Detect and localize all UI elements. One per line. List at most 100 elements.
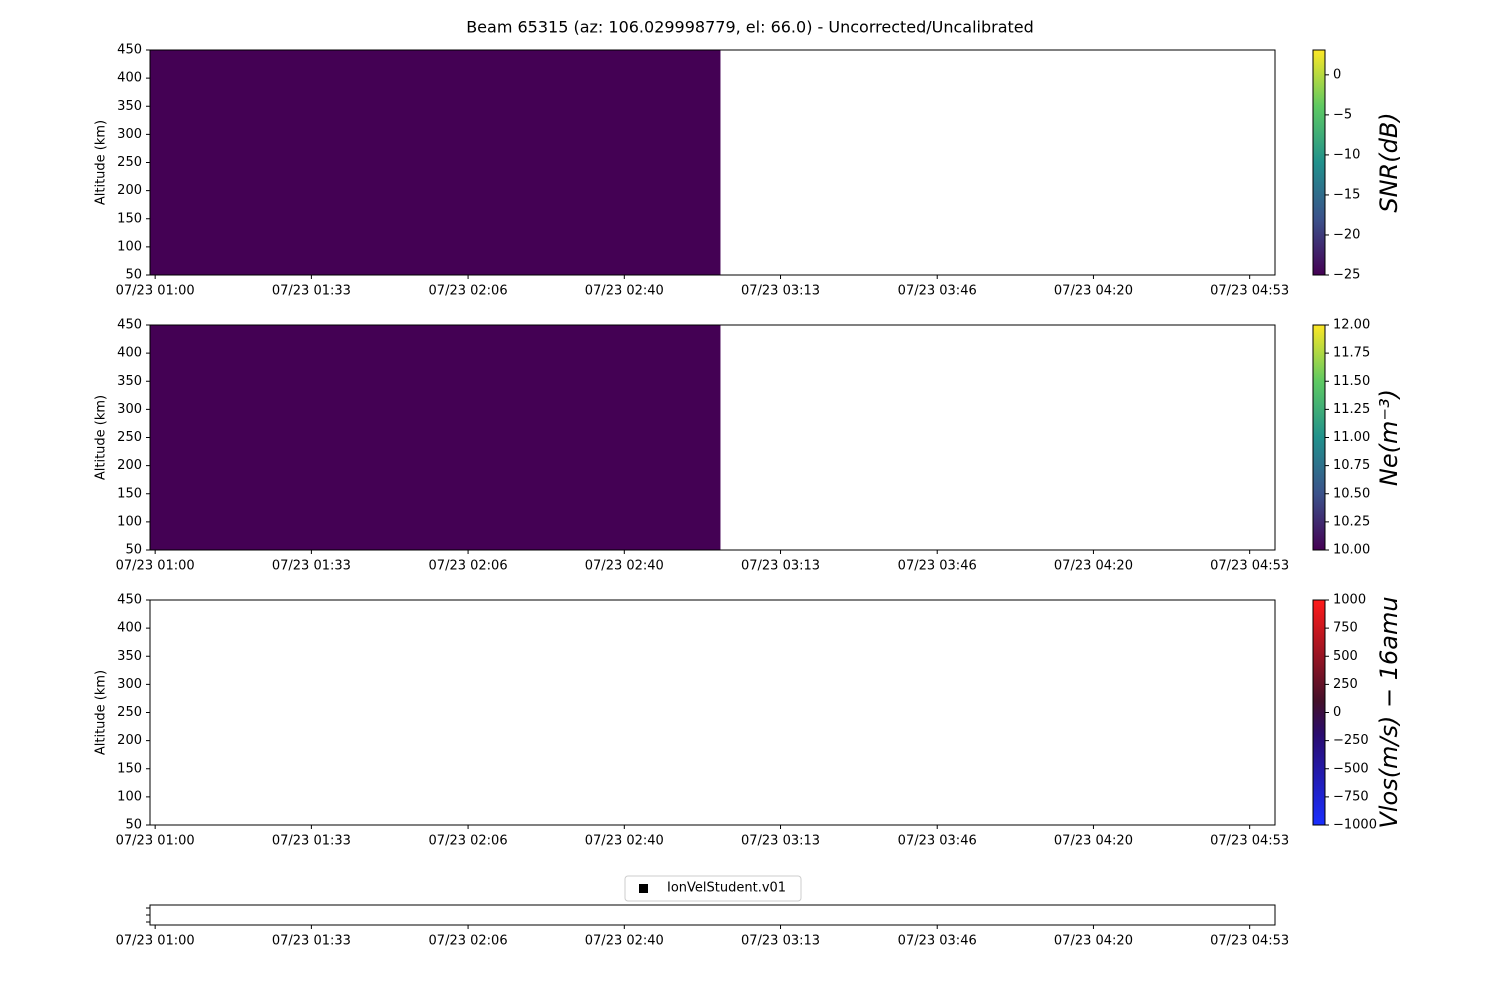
colorbar-tick-label: −10 <box>1333 147 1360 162</box>
y-axis-label: Altitude (km) <box>94 120 109 205</box>
colorbar-tick-label: 11.00 <box>1333 430 1370 445</box>
x-tick-label: 07/23 02:40 <box>585 559 664 574</box>
y-tick-label: 150 <box>117 486 142 501</box>
y-tick-label: 450 <box>117 318 142 333</box>
y-tick-label: 400 <box>117 346 142 361</box>
x-tick-label: 07/23 02:06 <box>429 284 508 299</box>
colorbar-tick-label: 1000 <box>1333 593 1366 608</box>
y-tick-label: 100 <box>117 514 142 529</box>
colorbar-tick-label: −15 <box>1333 187 1360 202</box>
colorbar-tick-label: −750 <box>1333 789 1369 804</box>
x-tick-label: 07/23 02:40 <box>585 934 664 949</box>
colorbar-tick-label: −5 <box>1333 107 1352 122</box>
colorbar-tick-label: 12.00 <box>1333 318 1370 333</box>
x-tick-label: 07/23 02:40 <box>585 834 664 849</box>
x-tick-label: 07/23 04:53 <box>1210 559 1289 574</box>
legend-marker <box>639 884 648 893</box>
x-tick-label: 07/23 02:06 <box>429 834 508 849</box>
x-tick-label: 07/23 01:00 <box>116 934 195 949</box>
axes-frame <box>149 904 1276 926</box>
y-tick-label: 100 <box>117 789 142 804</box>
x-tick-label: 07/23 04:20 <box>1054 834 1133 849</box>
y-tick-label: 100 <box>117 239 142 254</box>
y-tick-label: 150 <box>117 761 142 776</box>
colorbar <box>1312 49 1326 276</box>
x-tick-label: 07/23 03:13 <box>741 559 820 574</box>
heatmap-cell <box>150 325 721 550</box>
axes-frame <box>149 324 1276 551</box>
colorbar-tick-label: −1000 <box>1333 818 1377 833</box>
y-tick-label: 300 <box>117 127 142 142</box>
y-tick-label: 450 <box>117 43 142 58</box>
colorbar-tick-label: −250 <box>1333 733 1369 748</box>
x-tick-label: 07/23 03:13 <box>741 834 820 849</box>
axes-frame <box>149 599 1276 826</box>
colorbar-tick-label: 11.75 <box>1333 346 1370 361</box>
y-tick-label: 200 <box>117 458 142 473</box>
x-tick-label: 07/23 02:06 <box>429 559 508 574</box>
x-tick-label: 07/23 04:20 <box>1054 934 1133 949</box>
x-tick-label: 07/23 03:46 <box>898 834 977 849</box>
colorbar-label: Ne(m⁻³) <box>1375 389 1403 486</box>
colorbar-tick-label: 10.25 <box>1333 514 1370 529</box>
y-tick-label: 350 <box>117 649 142 664</box>
figure-title: Beam 65315 (az: 106.029998779, el: 66.0)… <box>466 18 1034 37</box>
colorbar-tick-label: 11.25 <box>1333 402 1370 417</box>
colorbar-tick-label: 0 <box>1333 705 1341 720</box>
x-tick-label: 07/23 01:33 <box>272 934 351 949</box>
x-tick-label: 07/23 02:06 <box>429 934 508 949</box>
y-tick-label: 250 <box>117 155 142 170</box>
x-tick-label: 07/23 02:40 <box>585 284 664 299</box>
y-tick-label: 150 <box>117 211 142 226</box>
x-tick-label: 07/23 04:20 <box>1054 559 1133 574</box>
y-tick-label: 200 <box>117 183 142 198</box>
axes-frame <box>149 49 1276 276</box>
colorbar-tick-label: 500 <box>1333 649 1358 664</box>
colorbar-label: Vlos(m/s) − 16amu <box>1375 596 1403 828</box>
x-tick-label: 07/23 01:00 <box>116 559 195 574</box>
y-tick-label: 200 <box>117 733 142 748</box>
colorbar-tick-label: −25 <box>1333 268 1360 283</box>
x-tick-label: 07/23 03:46 <box>898 559 977 574</box>
y-axis-label: Altitude (km) <box>94 670 109 755</box>
colorbar-tick-label: 0 <box>1333 67 1341 82</box>
x-tick-label: 07/23 04:20 <box>1054 284 1133 299</box>
x-tick-label: 07/23 01:00 <box>116 834 195 849</box>
y-tick-label: 450 <box>117 593 142 608</box>
x-tick-label: 07/23 04:53 <box>1210 834 1289 849</box>
colorbar-tick-label: 750 <box>1333 621 1358 636</box>
x-tick-label: 07/23 04:53 <box>1210 934 1289 949</box>
y-tick-label: 250 <box>117 705 142 720</box>
y-tick-label: 250 <box>117 430 142 445</box>
x-tick-label: 07/23 01:33 <box>272 559 351 574</box>
y-axis-label: Altitude (km) <box>94 395 109 480</box>
colorbar-tick-label: 10.75 <box>1333 458 1370 473</box>
heatmap-cell <box>150 50 721 275</box>
x-tick-label: 07/23 03:13 <box>741 284 820 299</box>
y-tick-label: 50 <box>125 268 142 283</box>
colorbar <box>1312 324 1326 551</box>
y-tick-label: 400 <box>117 621 142 636</box>
colorbar-tick-label: −20 <box>1333 227 1360 242</box>
y-tick-label: 400 <box>117 71 142 86</box>
y-tick-label: 50 <box>125 818 142 833</box>
colorbar-tick-label: −500 <box>1333 761 1369 776</box>
x-tick-label: 07/23 03:46 <box>898 934 977 949</box>
y-tick-label: 350 <box>117 374 142 389</box>
y-tick-label: 50 <box>125 543 142 558</box>
colorbar <box>1312 599 1326 826</box>
x-tick-label: 07/23 01:33 <box>272 834 351 849</box>
y-tick-label: 300 <box>117 402 142 417</box>
colorbar-tick-label: 10.00 <box>1333 543 1370 558</box>
legend-box <box>624 875 802 902</box>
x-tick-label: 07/23 04:53 <box>1210 284 1289 299</box>
colorbar-tick-label: 10.50 <box>1333 486 1370 501</box>
x-tick-label: 07/23 01:33 <box>272 284 351 299</box>
y-tick-label: 300 <box>117 677 142 692</box>
legend-label: IonVelStudent.v01 <box>667 881 786 896</box>
colorbar-tick-label: 11.50 <box>1333 374 1370 389</box>
x-tick-label: 07/23 03:46 <box>898 284 977 299</box>
colorbar-label: SNR(dB) <box>1375 112 1403 212</box>
y-tick-label: 350 <box>117 99 142 114</box>
